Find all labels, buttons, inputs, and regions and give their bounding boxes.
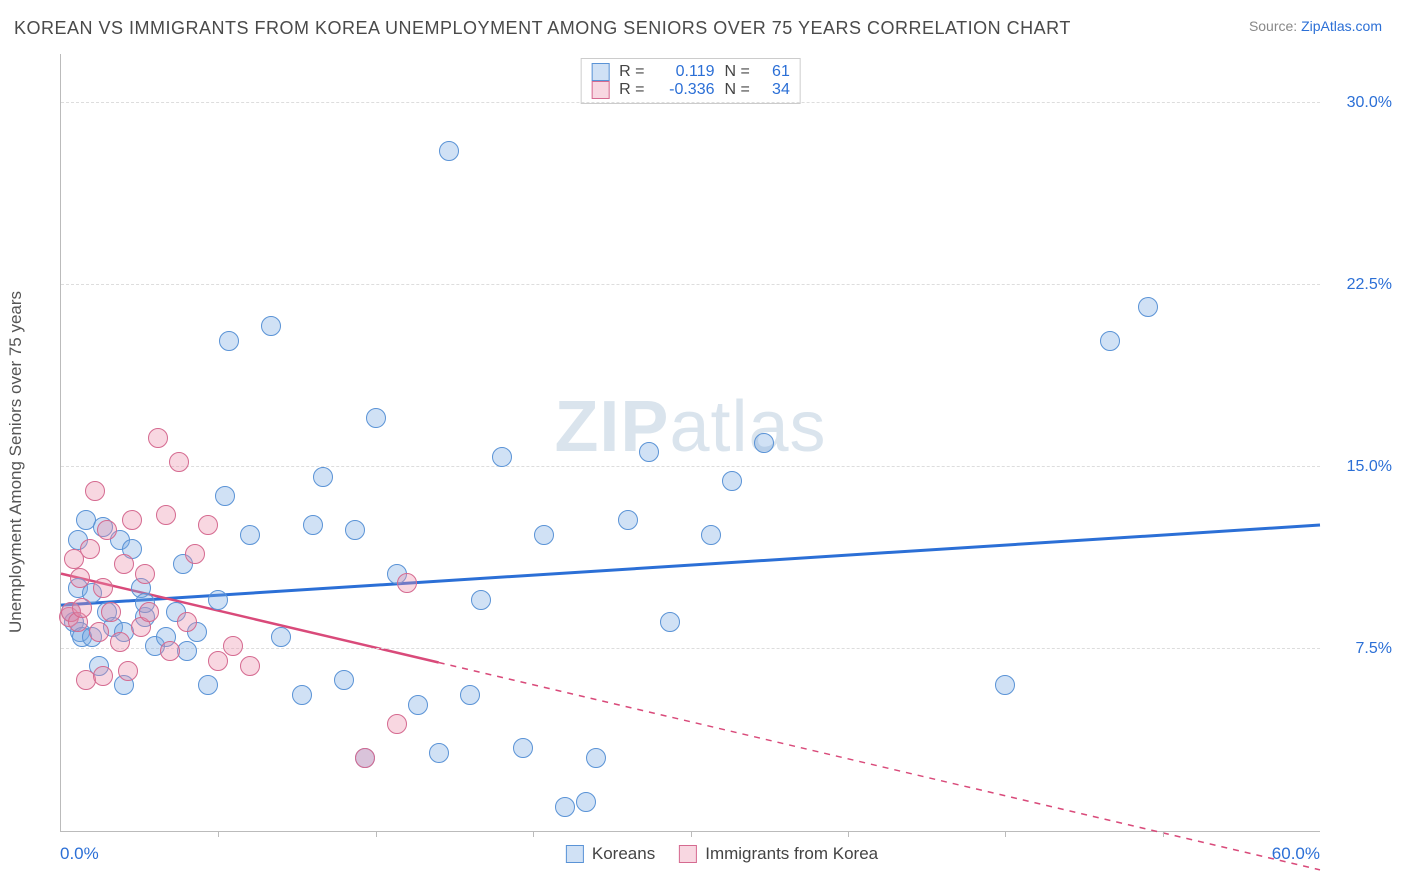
data-point: [355, 748, 375, 768]
y-tick-label: 30.0%: [1347, 94, 1392, 112]
data-point: [397, 573, 417, 593]
data-point: [513, 738, 533, 758]
data-point: [208, 590, 228, 610]
data-point: [261, 316, 281, 336]
data-point: [101, 602, 121, 622]
x-tick: [848, 831, 849, 837]
gridline: [61, 102, 1320, 103]
data-point: [169, 452, 189, 472]
data-point: [219, 331, 239, 351]
data-point: [618, 510, 638, 530]
data-point: [754, 433, 774, 453]
data-point: [223, 636, 243, 656]
x-tick: [533, 831, 534, 837]
data-point: [313, 467, 333, 487]
data-point: [70, 568, 90, 588]
data-point: [408, 695, 428, 715]
data-point: [177, 612, 197, 632]
x-axis-max-label: 60.0%: [1272, 844, 1320, 864]
x-tick: [691, 831, 692, 837]
data-point: [93, 666, 113, 686]
source-link[interactable]: ZipAtlas.com: [1301, 18, 1382, 34]
plot-region: ZIPatlas R =0.119N =61R =-0.336N =34 7.5…: [60, 54, 1320, 832]
stat-legend-row: R =-0.336N =34: [591, 81, 790, 99]
data-point: [387, 714, 407, 734]
data-point: [148, 428, 168, 448]
data-point: [471, 590, 491, 610]
data-point: [97, 520, 117, 540]
data-point: [93, 578, 113, 598]
x-tick: [218, 831, 219, 837]
legend-item: Koreans: [566, 844, 655, 864]
data-point: [135, 564, 155, 584]
data-point: [110, 632, 130, 652]
y-tick-label: 7.5%: [1356, 640, 1392, 658]
data-point: [995, 675, 1015, 695]
legend-item: Immigrants from Korea: [679, 844, 878, 864]
y-tick-label: 22.5%: [1347, 276, 1392, 294]
stat-legend: R =0.119N =61R =-0.336N =34: [580, 58, 801, 104]
data-point: [185, 544, 205, 564]
data-point: [114, 554, 134, 574]
gridline: [61, 648, 1320, 649]
data-point: [586, 748, 606, 768]
legend-label: Koreans: [592, 844, 655, 864]
data-point: [722, 471, 742, 491]
data-point: [345, 520, 365, 540]
data-point: [460, 685, 480, 705]
data-point: [1138, 297, 1158, 317]
data-point: [122, 510, 142, 530]
data-point: [85, 481, 105, 501]
data-point: [701, 525, 721, 545]
chart-area: Unemployment Among Seniors over 75 years…: [46, 54, 1398, 870]
y-axis-label: Unemployment Among Seniors over 75 years: [6, 291, 26, 633]
data-point: [555, 797, 575, 817]
data-point: [639, 442, 659, 462]
regression-line-dashed: [439, 662, 1320, 869]
data-point: [429, 743, 449, 763]
stat-legend-row: R =0.119N =61: [591, 63, 790, 81]
data-point: [198, 675, 218, 695]
data-point: [534, 525, 554, 545]
data-point: [492, 447, 512, 467]
data-point: [215, 486, 235, 506]
legend: Koreans Immigrants from Korea: [566, 844, 878, 864]
regression-lines: [61, 54, 1320, 831]
data-point: [292, 685, 312, 705]
data-point: [118, 661, 138, 681]
x-tick: [1163, 831, 1164, 837]
data-point: [271, 627, 291, 647]
data-point: [89, 622, 109, 642]
data-point: [72, 598, 92, 618]
legend-swatch: [566, 845, 584, 863]
data-point: [334, 670, 354, 690]
data-point: [198, 515, 218, 535]
legend-label: Immigrants from Korea: [705, 844, 878, 864]
data-point: [576, 792, 596, 812]
data-point: [439, 141, 459, 161]
data-point: [303, 515, 323, 535]
data-point: [160, 641, 180, 661]
legend-swatch: [591, 81, 609, 99]
source-label: Source: ZipAtlas.com: [1249, 18, 1382, 34]
gridline: [61, 466, 1320, 467]
data-point: [208, 651, 228, 671]
data-point: [240, 525, 260, 545]
data-point: [139, 602, 159, 622]
legend-swatch: [591, 63, 609, 81]
gridline: [61, 284, 1320, 285]
data-point: [156, 505, 176, 525]
data-point: [240, 656, 260, 676]
x-tick: [376, 831, 377, 837]
x-tick: [1005, 831, 1006, 837]
y-tick-label: 15.0%: [1347, 458, 1392, 476]
x-axis-min-label: 0.0%: [60, 844, 99, 864]
data-point: [366, 408, 386, 428]
legend-swatch: [679, 845, 697, 863]
data-point: [80, 539, 100, 559]
data-point: [660, 612, 680, 632]
chart-title: KOREAN VS IMMIGRANTS FROM KOREA UNEMPLOY…: [14, 18, 1071, 39]
data-point: [1100, 331, 1120, 351]
